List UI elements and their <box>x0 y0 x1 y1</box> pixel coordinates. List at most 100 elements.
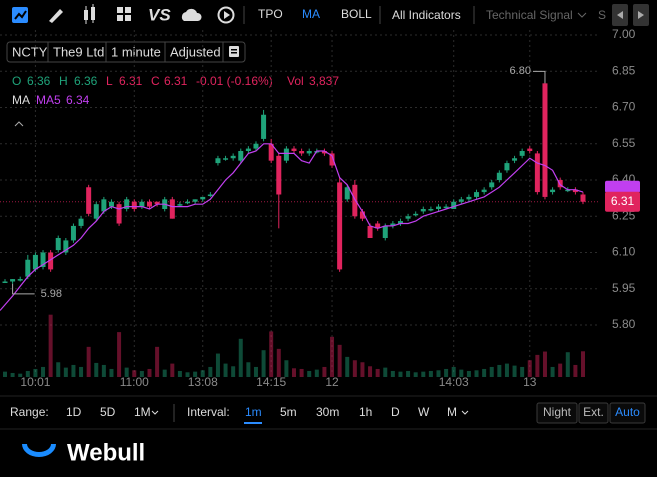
candle-body <box>466 196 472 200</box>
x-tick-label: 10:01 <box>20 375 50 389</box>
dropdown-caret <box>461 410 469 415</box>
plot: 7.006.856.706.556.406.256.105.955.8010:0… <box>0 27 640 389</box>
candle-body <box>550 189 556 193</box>
session-button[interactable] <box>609 402 646 424</box>
replay-tool[interactable] <box>217 6 235 24</box>
volume-bar <box>231 366 236 377</box>
brand-name: Webull <box>67 439 145 466</box>
quote-line: O 6.36 H 6.36 L 6.31 C 6.31 -0.01 (-0.16… <box>12 74 339 88</box>
candle-body <box>147 201 152 207</box>
range-option[interactable]: 1M <box>134 405 151 419</box>
candle-body <box>124 199 130 209</box>
interval-option[interactable]: 1h <box>359 405 372 419</box>
draw-tool[interactable] <box>49 9 63 23</box>
candle-body <box>451 201 457 209</box>
symbol-bar[interactable] <box>6 41 246 63</box>
annotation-leader <box>12 283 35 295</box>
candle-body <box>580 194 586 202</box>
volume-bar <box>185 372 190 377</box>
menu-icon[interactable] <box>229 46 239 57</box>
toolbar-item[interactable]: Technical Signal <box>486 8 573 22</box>
candle-body <box>565 189 571 192</box>
session-label[interactable]: Auto <box>615 405 640 419</box>
cloud-tool[interactable] <box>181 8 202 21</box>
volume-bar <box>86 346 91 377</box>
candle-body <box>261 114 267 139</box>
interval-option[interactable]: W <box>418 405 430 419</box>
dropdown-caret <box>151 410 159 415</box>
volume-bar <box>117 332 122 377</box>
interval-option[interactable]: 1m <box>245 405 262 419</box>
volume-bar <box>520 366 525 377</box>
candle-body <box>192 199 198 202</box>
quote-value: 6.31 <box>119 74 143 88</box>
candle-body <box>10 279 16 282</box>
collapse-caret[interactable] <box>14 121 24 127</box>
candle-body <box>527 148 533 151</box>
volume-bar <box>421 371 426 377</box>
x-tick-label: 13 <box>523 375 537 389</box>
volume-bar <box>345 356 350 377</box>
symbol: NCTY <box>12 44 48 59</box>
volume-bar <box>512 365 517 377</box>
toolbar-item[interactable]: BOLL <box>341 7 372 21</box>
active-underline <box>244 422 262 424</box>
candle-body <box>169 199 175 219</box>
volume-bar <box>3 371 7 377</box>
volume-bar <box>337 344 342 377</box>
volume-bar <box>276 348 281 377</box>
candle-body <box>177 204 183 206</box>
volume-bar <box>436 370 441 377</box>
toolbar-item[interactable]: S <box>598 8 606 22</box>
volume-bar <box>132 370 137 377</box>
quote-label: Vol <box>287 74 304 88</box>
interval-option[interactable]: D <box>391 405 400 419</box>
y-tick-label: 5.95 <box>612 281 636 295</box>
x-tick-label: 14:15 <box>256 375 286 389</box>
session-label[interactable]: Ext. <box>583 405 604 419</box>
range-option[interactable]: 1D <box>66 405 82 419</box>
volume-bar <box>406 370 411 377</box>
layout-tool[interactable] <box>117 7 131 21</box>
candle-body <box>344 187 350 200</box>
candle-body <box>436 206 441 209</box>
session-button[interactable] <box>536 402 578 424</box>
candle-body <box>78 218 84 226</box>
volume-bar <box>215 353 220 377</box>
volume-bar <box>390 370 395 377</box>
candle-body <box>116 204 122 224</box>
quote-label: O <box>12 74 21 88</box>
interval-option[interactable]: M <box>447 405 457 419</box>
volume-bar <box>18 373 23 377</box>
price-tag <box>605 191 640 212</box>
interval-option[interactable]: 5m <box>280 405 297 419</box>
candle-body <box>321 151 327 154</box>
toolbar-item[interactable]: MA <box>302 7 320 21</box>
volume-bar <box>193 371 198 377</box>
candle-tool[interactable] <box>84 4 95 24</box>
compare-tool[interactable]: VS <box>148 5 171 24</box>
candle-body <box>306 151 312 154</box>
candle-body <box>101 199 107 212</box>
candle-body <box>382 225 388 238</box>
session-label[interactable]: Night <box>543 405 572 419</box>
range-option[interactable]: 5D <box>100 405 116 419</box>
candle-body <box>443 206 449 209</box>
candle-body <box>474 192 480 197</box>
candle-body <box>63 240 69 253</box>
tool-icons[interactable]: VS <box>12 4 649 26</box>
session-button[interactable] <box>578 402 609 424</box>
toolbar-item[interactable]: TPO <box>258 7 283 21</box>
candle-body <box>390 223 396 226</box>
toolbar-edge <box>0 28 612 30</box>
candle-body <box>375 223 381 229</box>
candle-body <box>420 209 426 212</box>
volume-bar <box>535 354 540 377</box>
candle-body <box>230 155 236 159</box>
x-tick-label: 13:08 <box>188 375 218 389</box>
toolbar-item[interactable]: All Indicators <box>392 8 461 22</box>
candle-body <box>428 209 434 211</box>
volume-bar <box>482 368 487 377</box>
interval-option[interactable]: 30m <box>316 405 339 419</box>
volume-bar <box>147 368 152 377</box>
